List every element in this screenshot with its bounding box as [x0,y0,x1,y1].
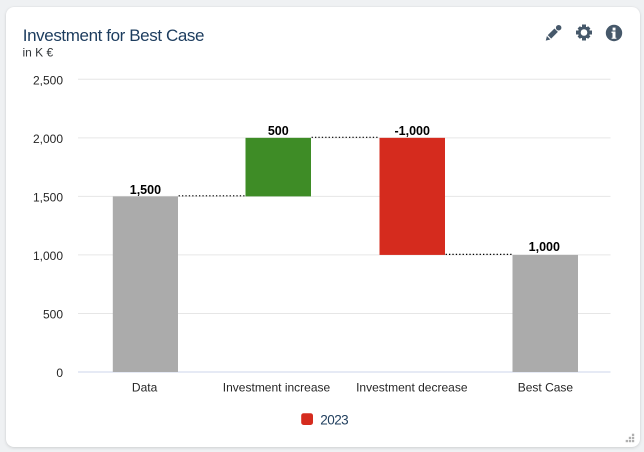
svg-text:1,000: 1,000 [33,249,63,263]
svg-text:Data: Data [132,381,158,395]
svg-text:0: 0 [56,366,63,380]
svg-text:Investment for Best Case: Investment for Best Case [23,26,204,45]
svg-text:-1,000: -1,000 [395,124,430,138]
svg-text:1,000: 1,000 [529,240,560,254]
svg-text:in K €: in K € [23,46,54,60]
svg-text:1,500: 1,500 [130,183,161,197]
svg-text:2,500: 2,500 [33,73,63,87]
svg-text:Investment decrease: Investment decrease [356,381,468,395]
svg-text:500: 500 [43,308,63,322]
svg-text:2,000: 2,000 [33,132,63,146]
svg-text:2023: 2023 [320,413,348,428]
svg-text:Best Case: Best Case [518,381,574,395]
svg-text:Investment increase: Investment increase [223,381,331,395]
svg-text:1,500: 1,500 [33,190,63,204]
svg-text:500: 500 [268,124,289,138]
